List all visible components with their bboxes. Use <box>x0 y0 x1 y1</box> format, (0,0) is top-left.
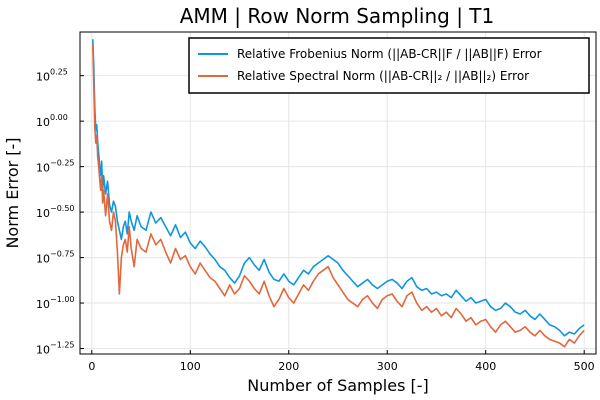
y-tick-base: 10 <box>36 71 50 84</box>
x-axis-label: Number of Samples [-] <box>247 376 429 395</box>
legend-items: Relative Frobenius Norm (||AB-CR||F / ||… <box>198 47 542 83</box>
legend: Relative Frobenius Norm (||AB-CR||F / ||… <box>188 37 590 94</box>
y-tick-exponent: −0.25 <box>50 159 75 168</box>
legend-box <box>188 37 590 94</box>
y-tick-base: 10 <box>36 344 50 357</box>
y-tick-label: 10 −0.50 <box>36 204 75 220</box>
y-tick-exponent: −1.25 <box>50 341 75 350</box>
y-tick-label: 10 −1.00 <box>36 295 75 311</box>
x-axis-ticks: 0 100 200 300 400 500 <box>88 350 595 373</box>
x-tick-label: 0 <box>88 360 95 373</box>
y-tick-exponent: −0.50 <box>50 204 75 213</box>
x-tick-label: 500 <box>574 360 595 373</box>
y-axis-label: Norm Error [-] <box>3 137 22 248</box>
legend-label-1: Relative Frobenius Norm (||AB-CR||F / ||… <box>237 47 542 61</box>
y-tick-label: 10 −1.25 <box>36 341 75 357</box>
y-tick-label: 10 0.00 <box>36 113 68 129</box>
y-tick-base: 10 <box>36 207 50 220</box>
x-tick-label: 200 <box>278 360 299 373</box>
y-tick-label: 10 −0.75 <box>36 250 75 266</box>
y-tick-label: 10 0.25 <box>36 68 68 84</box>
y-tick-base: 10 <box>36 116 50 129</box>
x-tick-label: 400 <box>475 360 496 373</box>
y-tick-label: 10 −0.25 <box>36 159 75 175</box>
y-tick-exponent: 0.25 <box>50 68 68 77</box>
chart-title: AMM | Row Norm Sampling | T1 <box>180 4 495 28</box>
x-tick-label: 100 <box>180 360 201 373</box>
legend-label-2: Relative Spectral Norm (||AB-CR||₂ / ||A… <box>237 69 529 83</box>
y-tick-exponent: 0.00 <box>50 113 68 122</box>
y-tick-exponent: −1.00 <box>50 295 75 304</box>
series-line-1 <box>92 39 585 337</box>
plot-area-frame <box>79 31 597 355</box>
y-tick-base: 10 <box>36 162 50 175</box>
series-lines <box>92 39 585 348</box>
y-tick-exponent: −0.75 <box>50 250 75 259</box>
y-tick-base: 10 <box>36 298 50 311</box>
series-line-2 <box>92 44 585 348</box>
x-tick-label: 300 <box>377 360 398 373</box>
y-tick-base: 10 <box>36 253 50 266</box>
